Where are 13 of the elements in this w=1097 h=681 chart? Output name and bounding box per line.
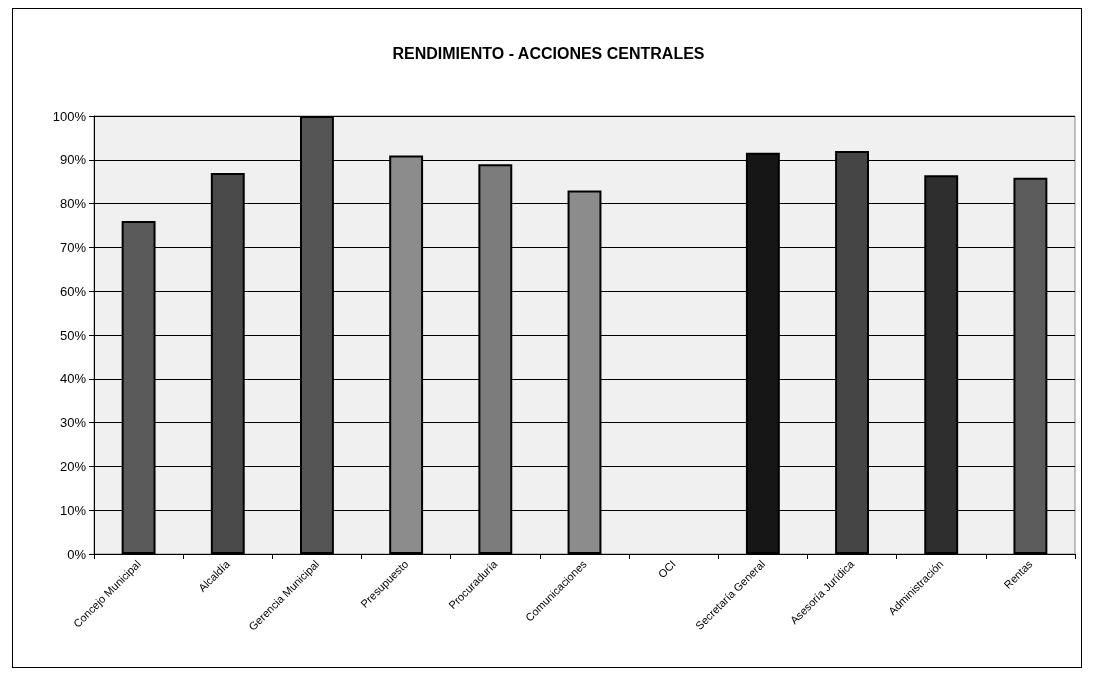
y-tick-label: 50% bbox=[59, 327, 87, 343]
y-tick-label: 80% bbox=[59, 196, 87, 212]
y-tick-label: 40% bbox=[59, 371, 87, 387]
y-tick-label: 70% bbox=[59, 239, 87, 255]
y-tick-label: 10% bbox=[59, 502, 87, 518]
y-tick-label: 90% bbox=[59, 152, 87, 168]
chart-title: RENDIMIENTO - ACCIONES CENTRALES bbox=[392, 44, 705, 62]
x-tick-label: OCI bbox=[655, 557, 678, 581]
y-tick-label: 0% bbox=[67, 546, 87, 562]
y-tick-label: 20% bbox=[59, 458, 87, 474]
y-tick-label: 60% bbox=[59, 283, 87, 299]
y-tick-label: 30% bbox=[59, 415, 87, 431]
y-tick-label: 100% bbox=[52, 108, 87, 124]
